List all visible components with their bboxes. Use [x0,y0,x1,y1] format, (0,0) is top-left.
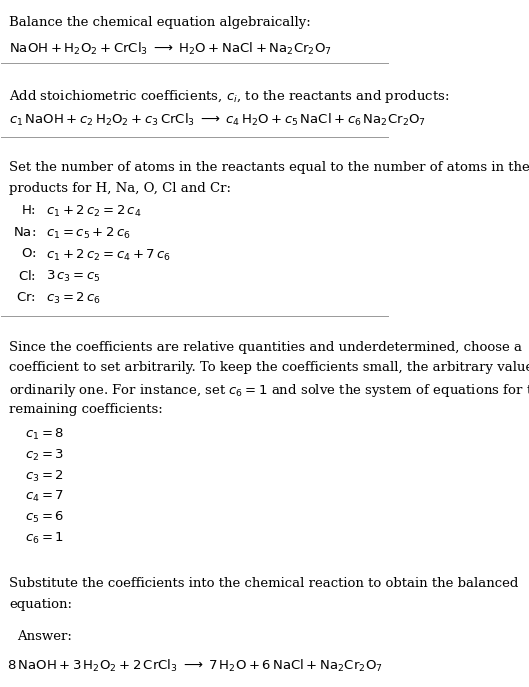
Text: $c_6 = 1$: $c_6 = 1$ [25,530,63,545]
Text: products for H, Na, O, Cl and Cr:: products for H, Na, O, Cl and Cr: [9,181,231,194]
Text: $c_5 = 6$: $c_5 = 6$ [25,510,64,525]
Text: remaining coefficients:: remaining coefficients: [9,403,163,416]
Text: $8\,\mathrm{NaOH} + 3\,\mathrm{H_2O_2} + 2\,\mathrm{CrCl_3} \;\longrightarrow\; : $8\,\mathrm{NaOH} + 3\,\mathrm{H_2O_2} +… [7,658,383,675]
Text: $c_1 + 2\,c_2 = 2\,c_4$: $c_1 + 2\,c_2 = 2\,c_4$ [46,204,141,219]
Text: $c_1 = c_5 + 2\,c_6$: $c_1 = c_5 + 2\,c_6$ [46,226,131,241]
Text: equation:: equation: [9,598,72,611]
Text: Add stoichiometric coefficients, $c_i$, to the reactants and products:: Add stoichiometric coefficients, $c_i$, … [9,88,450,104]
Text: Substitute the coefficients into the chemical reaction to obtain the balanced: Substitute the coefficients into the che… [9,578,518,590]
Text: $\mathrm{Cr}$:: $\mathrm{Cr}$: [16,291,37,304]
Text: $\mathrm{NaOH + H_2O_2 + CrCl_3 \;\longrightarrow\; H_2O + NaCl + Na_2Cr_2O_7}$: $\mathrm{NaOH + H_2O_2 + CrCl_3 \;\longr… [9,41,332,57]
Text: $c_3 = 2\,c_6$: $c_3 = 2\,c_6$ [46,291,101,306]
Text: Since the coefficients are relative quantities and underdetermined, choose a: Since the coefficients are relative quan… [9,341,522,354]
Text: $c_2 = 3$: $c_2 = 3$ [25,448,64,463]
Text: $c_1\,\mathrm{NaOH} + c_2\,\mathrm{H_2O_2} + c_3\,\mathrm{CrCl_3} \;\longrightar: $c_1\,\mathrm{NaOH} + c_2\,\mathrm{H_2O_… [9,112,426,128]
Text: $c_1 = 8$: $c_1 = 8$ [25,427,64,442]
Text: Set the number of atoms in the reactants equal to the number of atoms in the: Set the number of atoms in the reactants… [9,161,529,174]
Text: $\mathrm{O}$:: $\mathrm{O}$: [21,247,37,260]
Text: $3\,c_3 = c_5$: $3\,c_3 = c_5$ [46,269,101,284]
Text: coefficient to set arbitrarily. To keep the coefficients small, the arbitrary va: coefficient to set arbitrarily. To keep … [9,361,529,374]
Text: $\mathrm{Na}$:: $\mathrm{Na}$: [13,226,37,239]
Text: $c_1 + 2\,c_2 = c_4 + 7\,c_6$: $c_1 + 2\,c_2 = c_4 + 7\,c_6$ [46,247,171,262]
Text: ordinarily one. For instance, set $c_6 = 1$ and solve the system of equations fo: ordinarily one. For instance, set $c_6 =… [9,382,529,399]
Text: $c_4 = 7$: $c_4 = 7$ [25,489,64,504]
Text: $c_3 = 2$: $c_3 = 2$ [25,469,63,484]
Text: Answer:: Answer: [17,630,72,643]
FancyBboxPatch shape [2,620,386,687]
Text: $\mathrm{Cl}$:: $\mathrm{Cl}$: [18,269,37,283]
Text: $\mathrm{H}$:: $\mathrm{H}$: [21,204,37,217]
Text: Balance the chemical equation algebraically:: Balance the chemical equation algebraica… [9,16,311,30]
